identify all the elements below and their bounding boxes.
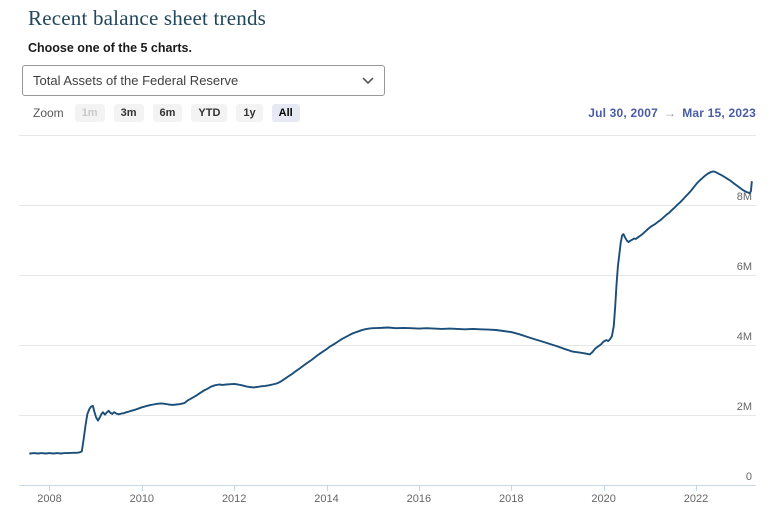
zoom-button-ytd[interactable]: YTD: [191, 103, 228, 122]
range-from-date[interactable]: Jul 30, 2007: [588, 105, 658, 120]
y-tick-label: 8M: [737, 191, 752, 203]
x-tick-label: 2014: [314, 493, 338, 505]
x-tick-label: 2020: [591, 493, 615, 505]
chart-toolbar: Zoom 1m 3m 6m YTD 1y All Jul 30, 2007 → Mar 1…: [33, 103, 756, 122]
plot-area[interactable]: [19, 135, 756, 485]
zoom-buttons: 1m 3m 6m YTD 1y All: [74, 103, 309, 122]
zoom-button-all[interactable]: All: [271, 103, 300, 122]
zoom-label: Zoom: [33, 105, 64, 120]
y-tick-label: 0: [746, 471, 752, 483]
range-to-date[interactable]: Mar 15, 2023: [682, 105, 756, 120]
y-tick-label: 4M: [737, 331, 752, 343]
chart-select-dropdown[interactable]: Total Assets of the Federal Reserve: [22, 65, 385, 96]
chevron-down-icon: [362, 77, 374, 85]
zoom-button-1m: 1m: [74, 103, 105, 122]
chart-chooser-label: Choose one of the 5 charts.: [28, 41, 192, 55]
date-range: Jul 30, 2007 → Mar 15, 2023: [588, 106, 756, 120]
y-tick-label: 6M: [737, 261, 752, 273]
x-tick-label: 2016: [407, 493, 431, 505]
y-tick-label: 2M: [737, 401, 752, 413]
x-tick-label: 2008: [37, 493, 61, 505]
x-tick-label: 2012: [222, 493, 246, 505]
page-title: Recent balance sheet trends: [28, 6, 267, 30]
chart-select-value: Total Assets of the Federal Reserve: [33, 73, 239, 88]
x-tick-label: 2022: [684, 493, 708, 505]
range-arrow-icon: →: [664, 105, 677, 120]
zoom-button-6m[interactable]: 6m: [152, 103, 183, 122]
x-tick-label: 2018: [499, 493, 523, 505]
series-line-total-assets: [29, 170, 753, 455]
x-tick-label: 2010: [130, 493, 154, 505]
zoom-button-3m[interactable]: 3m: [113, 103, 144, 122]
zoom-button-1y[interactable]: 1y: [236, 103, 263, 122]
